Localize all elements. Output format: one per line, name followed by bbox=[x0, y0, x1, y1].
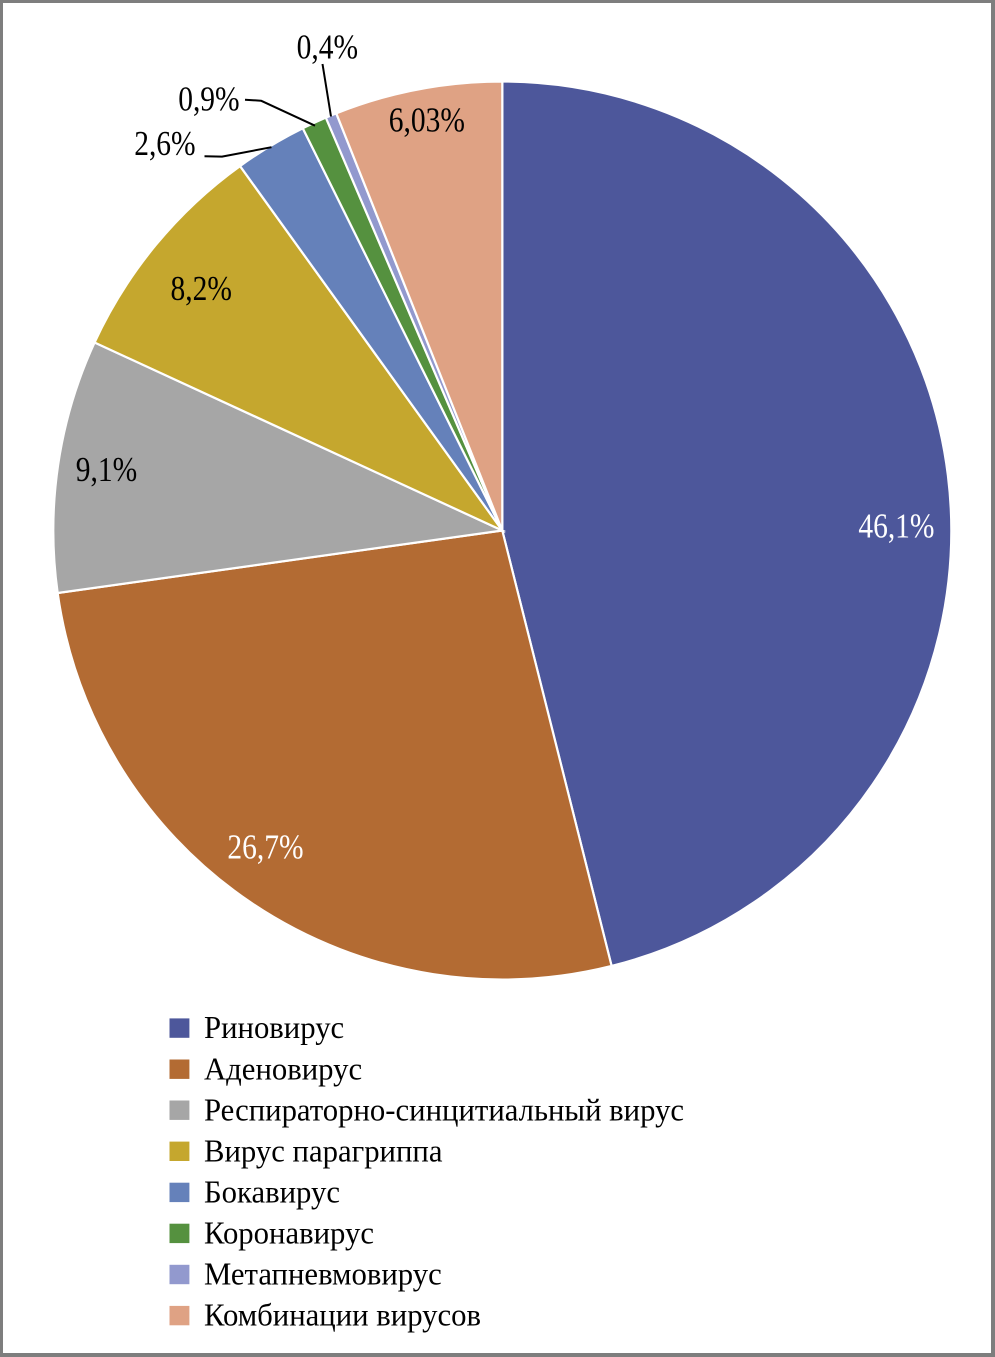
svg-text:8,2%: 8,2% bbox=[170, 269, 231, 308]
svg-text:Бокавирус: Бокавирус bbox=[204, 1174, 340, 1210]
svg-text:6,03%: 6,03% bbox=[389, 100, 465, 139]
svg-text:Коронавирус: Коронавирус bbox=[204, 1215, 374, 1251]
svg-text:0,9%: 0,9% bbox=[178, 79, 239, 118]
svg-text:Вирус парагриппа: Вирус парагриппа bbox=[204, 1133, 443, 1169]
svg-text:26,7%: 26,7% bbox=[227, 827, 303, 866]
svg-text:Риновирус: Риновирус bbox=[204, 1010, 344, 1046]
svg-text:46,1%: 46,1% bbox=[858, 506, 934, 545]
svg-text:Респираторно-синцитиальный вир: Респираторно-синцитиальный вирус bbox=[204, 1092, 684, 1128]
svg-text:Аденовирус: Аденовирус bbox=[204, 1051, 362, 1087]
svg-text:Метапневмовирус: Метапневмовирус bbox=[204, 1256, 442, 1292]
svg-text:Комбинации вирусов: Комбинации вирусов bbox=[204, 1297, 481, 1333]
svg-text:9,1%: 9,1% bbox=[76, 450, 137, 489]
svg-text:2,6%: 2,6% bbox=[134, 124, 195, 163]
svg-text:0,4%: 0,4% bbox=[297, 27, 358, 66]
